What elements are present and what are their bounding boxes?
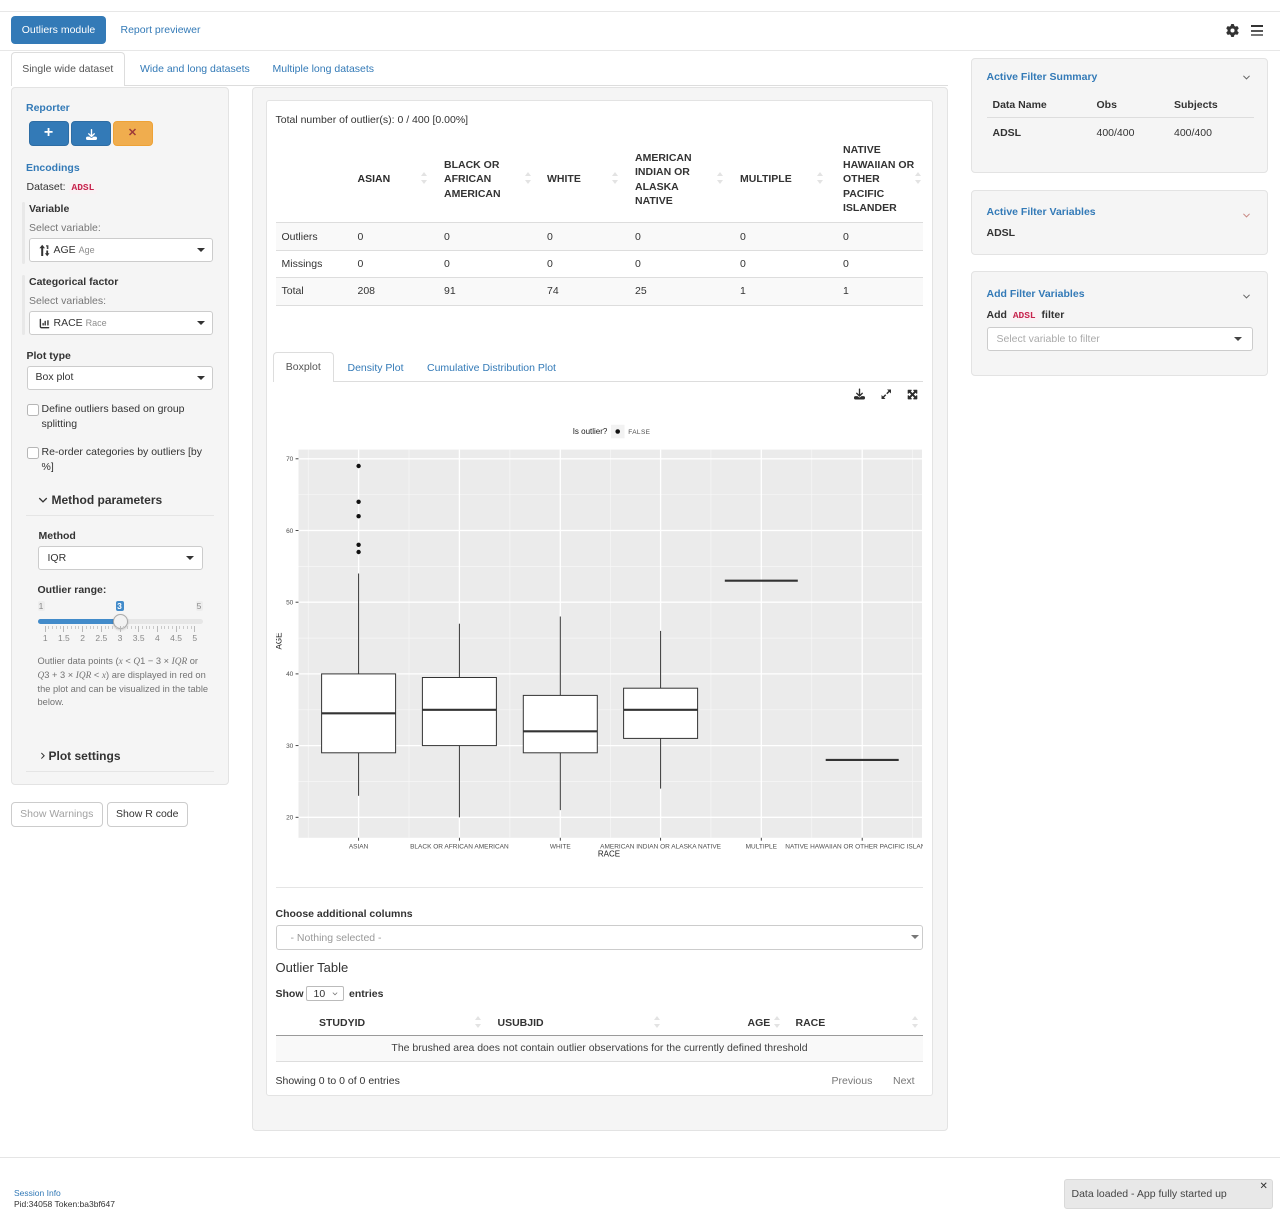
svg-text:MULTIPLE: MULTIPLE: [746, 843, 778, 850]
svg-text:Is outlier?: Is outlier?: [573, 427, 608, 436]
svg-text:AMERICAN INDIAN OR ALASKA NATI: AMERICAN INDIAN OR ALASKA NATIVE: [600, 843, 722, 850]
svg-text:30: 30: [286, 743, 294, 750]
svg-text:RACE: RACE: [598, 850, 620, 859]
svg-text:FALSE: FALSE: [628, 429, 650, 436]
svg-text:50: 50: [286, 600, 294, 607]
svg-text:NATIVE HAWAIIAN OR OTHER PACIF: NATIVE HAWAIIAN OR OTHER PACIFIC ISLANDE…: [785, 843, 923, 850]
svg-text:60: 60: [286, 528, 294, 535]
svg-text:20: 20: [286, 815, 294, 822]
svg-text:70: 70: [286, 456, 294, 463]
svg-text:AGE: AGE: [276, 633, 284, 650]
svg-text:WHITE: WHITE: [550, 843, 572, 850]
svg-text:BLACK OR AFRICAN AMERICAN: BLACK OR AFRICAN AMERICAN: [410, 843, 509, 850]
svg-text:ASIAN: ASIAN: [349, 843, 369, 850]
svg-text:40: 40: [286, 671, 294, 678]
